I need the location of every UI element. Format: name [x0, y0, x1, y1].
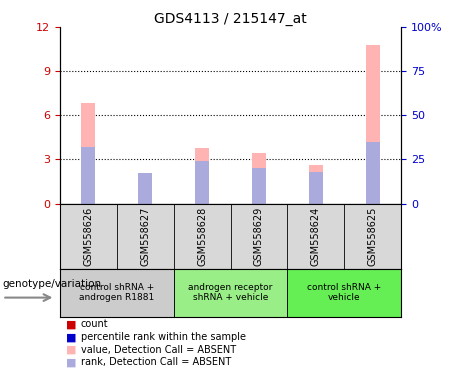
Text: control shRNA +
androgen R1881: control shRNA + androgen R1881 [79, 283, 154, 303]
Bar [287, 269, 401, 317]
Bar [309, 165, 323, 204]
Text: ■: ■ [66, 332, 77, 342]
Bar [174, 269, 287, 317]
Text: value, Detection Call = ABSENT: value, Detection Call = ABSENT [81, 345, 236, 355]
Bar [60, 269, 174, 317]
Text: percentile rank within the sample: percentile rank within the sample [81, 332, 246, 342]
Text: genotype/variation: genotype/variation [2, 279, 101, 289]
Title: GDS4113 / 215147_at: GDS4113 / 215147_at [154, 12, 307, 26]
Text: GSM558627: GSM558627 [140, 207, 150, 266]
Text: ■: ■ [66, 345, 77, 355]
Bar [81, 147, 95, 204]
Bar [81, 103, 95, 204]
Bar [252, 154, 266, 204]
Bar [252, 168, 266, 204]
Text: GSM558624: GSM558624 [311, 207, 321, 266]
Text: count: count [81, 319, 108, 329]
Text: GSM558625: GSM558625 [367, 207, 378, 266]
Text: control shRNA +
vehicle: control shRNA + vehicle [307, 283, 381, 303]
Bar [138, 174, 152, 204]
Text: ■: ■ [66, 358, 77, 367]
Text: GSM558626: GSM558626 [83, 207, 94, 266]
Text: GSM558628: GSM558628 [197, 207, 207, 266]
Text: rank, Detection Call = ABSENT: rank, Detection Call = ABSENT [81, 358, 231, 367]
Bar [366, 142, 380, 204]
Bar [195, 147, 209, 204]
Text: ■: ■ [66, 319, 77, 329]
Bar [195, 161, 209, 204]
Bar [138, 174, 152, 204]
Bar [366, 45, 380, 204]
Text: androgen receptor
shRNA + vehicle: androgen receptor shRNA + vehicle [188, 283, 273, 303]
Text: GSM558629: GSM558629 [254, 207, 264, 266]
Bar [309, 172, 323, 204]
